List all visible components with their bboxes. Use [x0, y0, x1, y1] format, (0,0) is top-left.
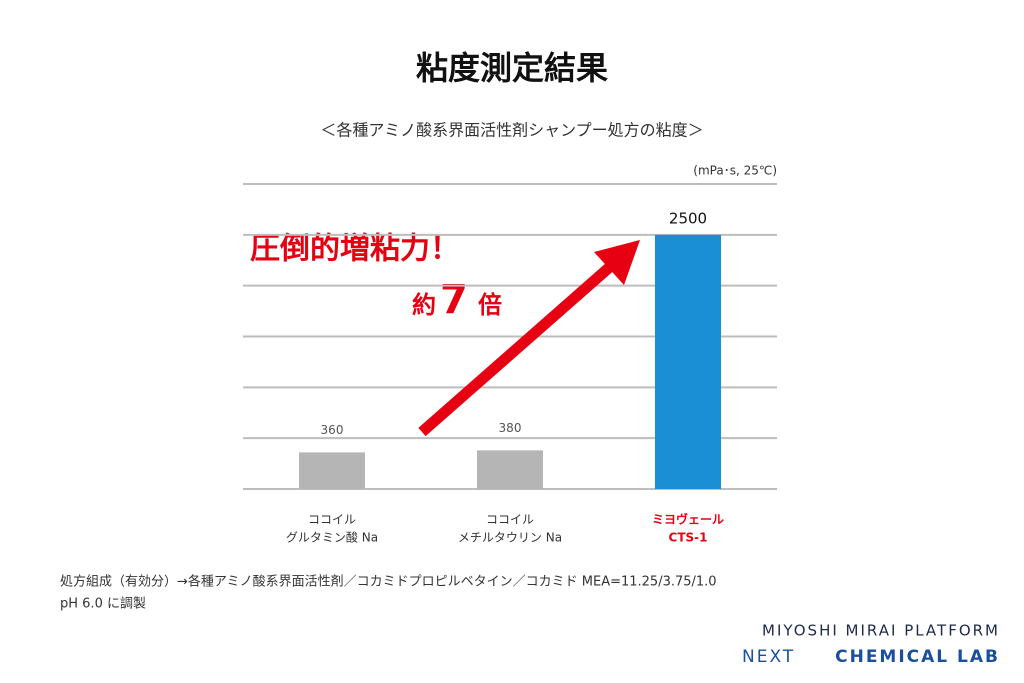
arrow-shaft	[418, 260, 616, 437]
arrow	[418, 240, 640, 437]
x-tick-label: メチルタウリン Na	[458, 531, 562, 545]
footnote: pH 6.0 に調製	[60, 597, 146, 612]
arrow-head	[594, 240, 640, 285]
chart-title: 粘度測定結果	[416, 49, 608, 87]
annotation-headline: 圧倒的増粘力！	[250, 232, 460, 267]
bar	[655, 234, 721, 489]
x-tick-label: グルタミン酸 Na	[286, 530, 378, 545]
bar	[477, 450, 543, 489]
x-tick-label: CTS-1	[669, 531, 708, 545]
value-label: 2500	[669, 209, 707, 227]
unit-label: (mPa･s, 25℃)	[693, 164, 777, 178]
annotation-number: 7	[440, 277, 468, 323]
bar	[299, 452, 365, 489]
value-label: 360	[321, 423, 344, 437]
annotation-suffix: 倍	[478, 291, 502, 319]
x-tick-label: ココイル	[486, 513, 534, 527]
annotation-prefix: 約	[412, 291, 436, 319]
x-tick-label: ココイル	[308, 513, 356, 527]
chart-subtitle: ＜各種アミノ酸系界面活性剤シャンプー処方の粘度＞	[320, 121, 703, 140]
footnote: 処方組成（有効分）→各種アミノ酸系界面活性剤／コカミドプロピルベタイン／コカミド…	[60, 574, 717, 590]
brand-lab: CHEMICAL LAB	[835, 647, 1000, 667]
brand-next: NEXT	[742, 647, 795, 667]
value-label: 380	[499, 421, 522, 435]
brand-line: MIYOSHI MIRAI PLATFORM	[762, 622, 1000, 640]
x-tick-label: ミヨヴェール	[652, 512, 724, 527]
